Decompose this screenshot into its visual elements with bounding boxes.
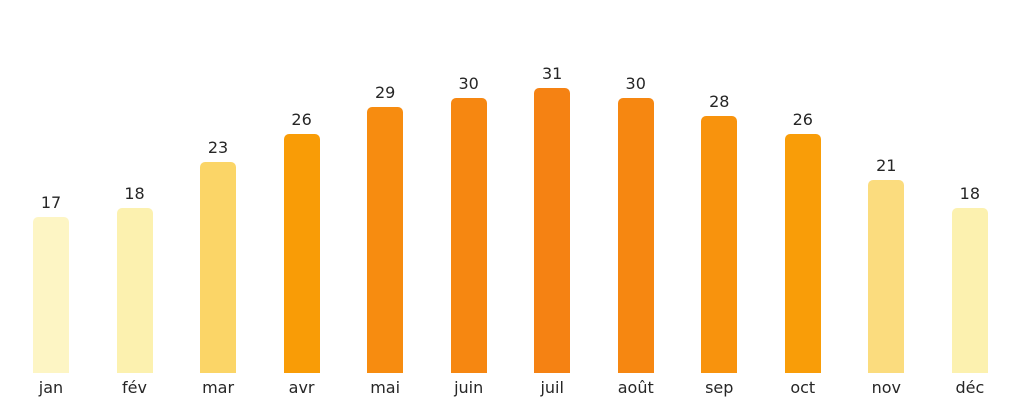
bar-value-label: 30 xyxy=(625,74,646,93)
bar xyxy=(283,134,320,373)
bar-group: 21 nov xyxy=(868,0,905,404)
bar-value-label: 28 xyxy=(709,92,730,111)
bar-month-label: juin xyxy=(454,378,484,397)
bar-group: 18 fév xyxy=(116,0,153,404)
bar-group: 26 oct xyxy=(784,0,821,404)
bar-month-label: oct xyxy=(790,378,816,397)
bar-month-label: août xyxy=(617,378,654,397)
bar xyxy=(33,217,69,373)
bar-value-label: 26 xyxy=(291,110,312,129)
bar-month-label: mar xyxy=(202,378,235,397)
bar-group: 31 juil xyxy=(534,0,571,404)
bar-group: 17 jan xyxy=(33,0,69,404)
bar xyxy=(367,107,404,373)
bar-value-label: 21 xyxy=(876,156,897,175)
bar xyxy=(784,134,821,373)
bar-month-label: mai xyxy=(370,378,401,397)
bar-group: 30 juin xyxy=(450,0,487,404)
bar-month-label: fév xyxy=(122,378,147,397)
bar xyxy=(200,162,237,373)
bar-value-label: 26 xyxy=(792,110,813,129)
bar-month-label: sep xyxy=(705,378,734,397)
bar-value-label: 29 xyxy=(374,83,396,102)
bar-value-label: 31 xyxy=(542,64,563,83)
bar-value-label: 30 xyxy=(458,74,479,93)
bar xyxy=(617,98,654,373)
bar-value-label: 18 xyxy=(959,184,981,203)
bar-group: 26 avr xyxy=(283,0,320,404)
bar-month-label: jan xyxy=(38,378,64,397)
bar-value-label: 23 xyxy=(207,138,229,157)
bar xyxy=(868,180,905,373)
bar-month-label: déc xyxy=(955,378,985,397)
bar-value-label: 18 xyxy=(124,184,145,203)
bar-month-label: juil xyxy=(540,378,564,397)
bar xyxy=(951,208,988,373)
bar-group: 23 mar xyxy=(200,0,237,404)
bar-group: 28 sep xyxy=(701,0,738,404)
bar-group: 30 août xyxy=(617,0,654,404)
bar xyxy=(450,98,487,373)
bar-month-label: nov xyxy=(871,378,902,397)
bar xyxy=(701,116,738,373)
bar-group: 29 mai xyxy=(367,0,404,404)
bar xyxy=(534,88,571,373)
bar-group: 18 déc xyxy=(951,0,988,404)
bar xyxy=(116,208,153,373)
bar-value-label: 17 xyxy=(40,193,62,212)
bar-month-label: avr xyxy=(288,378,315,397)
